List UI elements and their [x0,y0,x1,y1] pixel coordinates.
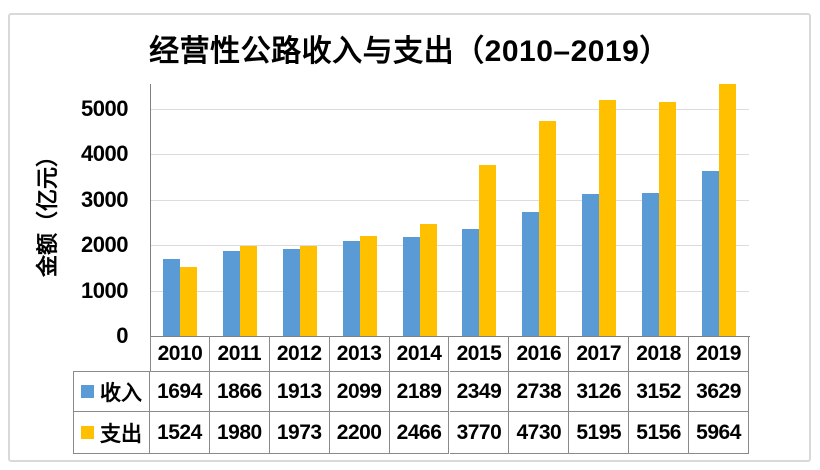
table-cell-支出-2013: 2200 [329,412,390,454]
table-cell-收入-2016: 2738 [509,371,570,412]
table-cell-支出-2014: 2466 [389,412,450,454]
gridline-3000 [150,199,749,201]
gridline-4000 [150,154,749,156]
y-tick-label-4000: 4000 [81,141,128,167]
x-axis-label-2011: 2011 [210,336,270,371]
table-cell-支出-2015: 3770 [449,412,510,454]
x-axis-line [150,336,750,337]
table-cell-支出-2017: 5195 [569,412,630,454]
bar-支出-2014 [419,224,437,336]
table-cell-收入-2019: 3629 [689,371,749,412]
x-axis-label-2016: 2016 [509,336,570,371]
series-label: 支出 [100,422,142,446]
bar-收入-2010 [162,259,180,336]
x-axis-label-2018: 2018 [629,336,690,371]
table-cell-支出-2012: 1973 [269,412,330,454]
y-tick-label-0: 0 [116,323,128,348]
bar-支出-2015 [479,164,497,336]
bar-支出-2011 [239,246,257,336]
table-cell-收入-2018: 3152 [629,371,690,412]
table-cell-收入-2012: 1913 [269,371,330,412]
bar-支出-2018 [659,101,677,336]
y-tick-label-3000: 3000 [81,186,128,212]
series-row-header-收入: 收入 [73,371,150,412]
table-cell-支出-2016: 4730 [509,412,570,454]
gridline-2000 [150,245,749,247]
bar-收入-2013 [342,240,360,336]
table-cell-收入-2014: 2189 [389,371,450,412]
table-cell-支出-2011: 1980 [209,412,270,454]
bar-支出-2019 [719,84,737,336]
bar-收入-2015 [462,229,480,336]
y-tick-label-2000: 2000 [81,232,128,258]
bar-收入-2016 [522,211,540,336]
legend-swatch-收入 [81,385,94,398]
x-axis-label-2012: 2012 [270,336,330,371]
bar-支出-2013 [359,236,377,336]
y-tick-label-1000: 1000 [81,277,128,303]
x-axis-label-2010: 2010 [150,336,210,371]
table-cell-支出-2019: 5964 [689,412,749,454]
bar-收入-2018 [642,192,660,336]
table-cell-支出-2018: 5156 [629,412,690,454]
bar-支出-2010 [179,266,197,336]
y-tick-label-5000: 5000 [81,96,128,121]
table-cell-收入-2015: 2349 [449,371,510,412]
bar-支出-2012 [299,246,317,336]
bar-支出-2017 [599,100,617,336]
gridline-5000 [150,109,749,110]
bar-收入-2017 [582,194,600,336]
x-axis-label-2013: 2013 [330,336,390,371]
bar-收入-2012 [282,249,300,336]
bar-支出-2016 [539,121,557,336]
table-cell-收入-2017: 3126 [569,371,630,412]
x-axis-label-2019: 2019 [689,336,749,371]
bar-收入-2014 [402,236,420,336]
legend-swatch-支出 [81,426,94,439]
table-cell-收入-2011: 1866 [209,371,270,412]
y-axis-line [150,84,151,336]
x-axis-label-2017: 2017 [569,336,630,371]
x-axis-label-2014: 2014 [390,336,450,371]
chart-title: 经营性公路收入与支出（2010–2019） [149,35,670,68]
table-cell-收入-2013: 2099 [329,371,390,412]
bar-收入-2019 [702,171,720,336]
bar-收入-2011 [222,251,240,336]
x-axis-label-2015: 2015 [450,336,510,371]
table-cell-支出-2010: 1524 [150,412,210,454]
gridline-1000 [150,290,749,292]
table-cell-收入-2010: 1694 [150,371,210,412]
series-row-header-支出: 支出 [73,412,150,454]
series-label: 收入 [100,381,142,405]
